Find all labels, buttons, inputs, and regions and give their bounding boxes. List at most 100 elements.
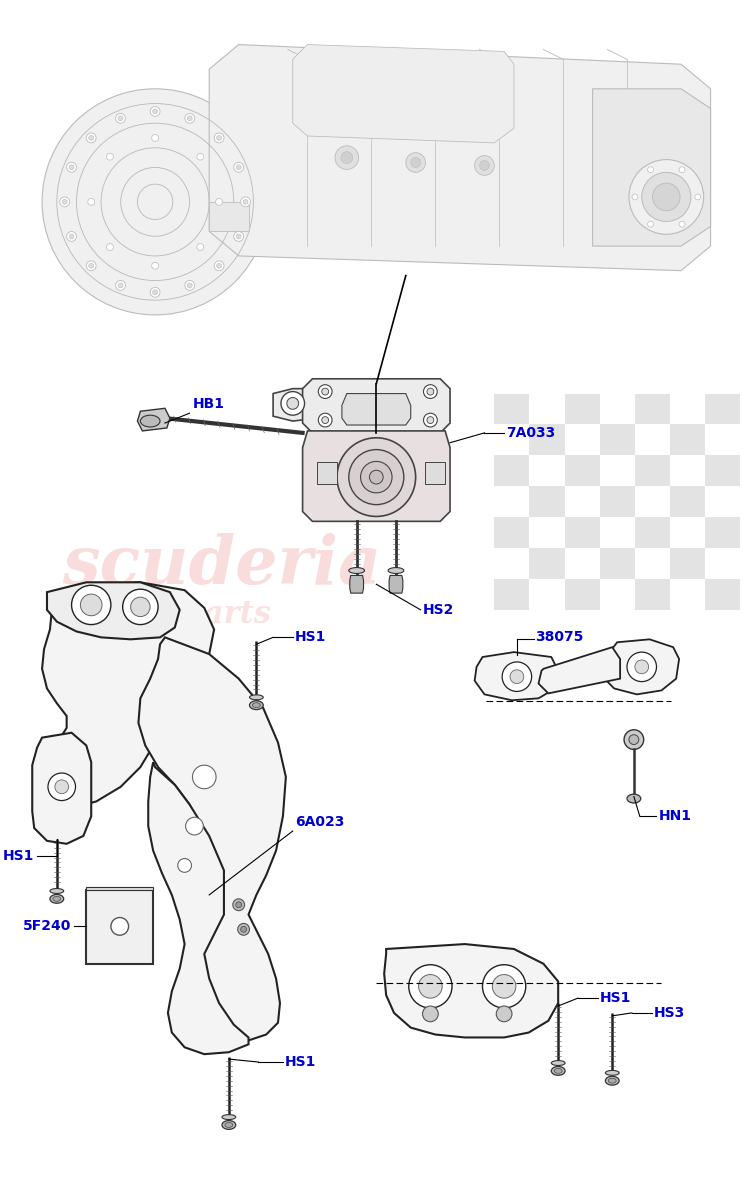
Text: scuderia: scuderia [62, 533, 381, 598]
Circle shape [632, 194, 637, 200]
Circle shape [427, 388, 434, 395]
Ellipse shape [53, 896, 61, 901]
Text: HB1: HB1 [192, 397, 224, 412]
Circle shape [187, 116, 192, 121]
Ellipse shape [606, 1070, 619, 1075]
Circle shape [67, 232, 77, 241]
Circle shape [106, 244, 114, 251]
Circle shape [111, 918, 129, 935]
Circle shape [214, 133, 224, 143]
Circle shape [648, 167, 654, 173]
Circle shape [496, 1006, 512, 1021]
Text: car   parts: car parts [96, 599, 271, 630]
Ellipse shape [140, 415, 160, 427]
Circle shape [152, 290, 158, 295]
Circle shape [369, 470, 383, 484]
Circle shape [62, 199, 67, 204]
Text: HS1: HS1 [600, 991, 631, 1006]
Circle shape [679, 167, 685, 173]
Bar [635, 517, 670, 548]
Text: 38075: 38075 [536, 630, 584, 644]
Circle shape [679, 221, 685, 227]
Circle shape [695, 194, 701, 200]
Text: HS1: HS1 [285, 1055, 317, 1069]
Circle shape [348, 450, 404, 505]
Bar [670, 425, 705, 455]
Ellipse shape [250, 701, 263, 709]
Circle shape [360, 461, 392, 493]
Polygon shape [603, 640, 679, 695]
Circle shape [418, 974, 442, 998]
Circle shape [281, 391, 305, 415]
Circle shape [150, 287, 160, 298]
Polygon shape [47, 582, 180, 640]
Circle shape [238, 924, 250, 935]
Ellipse shape [50, 888, 64, 894]
Circle shape [629, 734, 639, 744]
Circle shape [424, 413, 438, 427]
Circle shape [234, 232, 244, 241]
Circle shape [42, 89, 268, 314]
Text: HS1: HS1 [295, 630, 326, 644]
Circle shape [318, 413, 332, 427]
Circle shape [341, 151, 353, 163]
Bar [705, 517, 740, 548]
Bar [670, 548, 705, 578]
Bar [705, 578, 740, 610]
Bar [705, 455, 740, 486]
Circle shape [482, 965, 526, 1008]
Circle shape [629, 160, 704, 234]
Text: 6A023: 6A023 [295, 815, 344, 829]
Circle shape [69, 234, 74, 239]
Circle shape [424, 385, 438, 398]
Bar [600, 486, 635, 517]
Ellipse shape [225, 1122, 233, 1128]
Ellipse shape [222, 1121, 236, 1129]
Ellipse shape [606, 1076, 619, 1085]
Bar [670, 486, 705, 517]
Circle shape [427, 416, 434, 424]
Polygon shape [302, 431, 450, 521]
Bar [530, 486, 565, 517]
Circle shape [479, 161, 490, 170]
Bar [600, 548, 635, 578]
Polygon shape [149, 762, 248, 1054]
Circle shape [217, 136, 221, 140]
Text: HS2: HS2 [423, 602, 454, 617]
Circle shape [116, 281, 126, 290]
Bar [565, 578, 600, 610]
Circle shape [86, 260, 96, 271]
Circle shape [197, 154, 204, 160]
Text: 5F240: 5F240 [23, 919, 71, 934]
Polygon shape [539, 647, 620, 694]
Circle shape [118, 283, 123, 288]
Circle shape [152, 263, 158, 269]
Bar [565, 517, 600, 548]
Circle shape [322, 416, 328, 424]
Circle shape [214, 260, 224, 271]
Circle shape [624, 730, 643, 750]
Circle shape [80, 594, 102, 616]
Ellipse shape [554, 1068, 562, 1073]
Circle shape [423, 1006, 438, 1021]
Circle shape [318, 385, 332, 398]
Ellipse shape [551, 1067, 565, 1075]
Circle shape [71, 586, 111, 624]
Circle shape [150, 107, 160, 116]
Circle shape [406, 152, 426, 173]
Circle shape [475, 156, 494, 175]
Circle shape [493, 974, 516, 998]
Circle shape [652, 184, 680, 211]
Ellipse shape [627, 794, 640, 803]
Bar [530, 548, 565, 578]
Circle shape [88, 263, 94, 269]
Ellipse shape [388, 568, 404, 574]
Circle shape [116, 113, 126, 124]
Circle shape [123, 589, 158, 624]
Circle shape [234, 162, 244, 172]
Circle shape [88, 136, 94, 140]
Ellipse shape [253, 703, 260, 708]
Text: HS3: HS3 [654, 1006, 685, 1020]
Circle shape [233, 899, 244, 911]
Circle shape [217, 263, 221, 269]
